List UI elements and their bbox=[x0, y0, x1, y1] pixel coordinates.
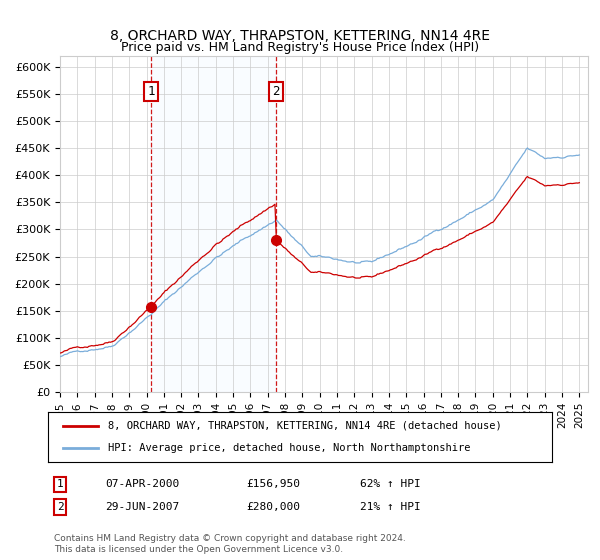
Text: 8, ORCHARD WAY, THRAPSTON, KETTERING, NN14 4RE (detached house): 8, ORCHARD WAY, THRAPSTON, KETTERING, NN… bbox=[109, 421, 502, 431]
Text: 2: 2 bbox=[56, 502, 64, 512]
Text: This data is licensed under the Open Government Licence v3.0.: This data is licensed under the Open Gov… bbox=[54, 545, 343, 554]
Text: 62% ↑ HPI: 62% ↑ HPI bbox=[360, 479, 421, 489]
Text: 29-JUN-2007: 29-JUN-2007 bbox=[105, 502, 179, 512]
Text: Contains HM Land Registry data © Crown copyright and database right 2024.: Contains HM Land Registry data © Crown c… bbox=[54, 534, 406, 543]
Bar bbox=[151, 56, 276, 392]
Text: 8, ORCHARD WAY, THRAPSTON, KETTERING, NN14 4RE: 8, ORCHARD WAY, THRAPSTON, KETTERING, NN… bbox=[110, 29, 490, 44]
Text: 07-APR-2000: 07-APR-2000 bbox=[105, 479, 179, 489]
Text: £280,000: £280,000 bbox=[246, 502, 300, 512]
Text: 1: 1 bbox=[148, 85, 155, 98]
Text: 1: 1 bbox=[56, 479, 64, 489]
Text: 2: 2 bbox=[272, 85, 280, 98]
Text: HPI: Average price, detached house, North Northamptonshire: HPI: Average price, detached house, Nort… bbox=[109, 443, 471, 453]
Text: 21% ↑ HPI: 21% ↑ HPI bbox=[360, 502, 421, 512]
Text: Price paid vs. HM Land Registry's House Price Index (HPI): Price paid vs. HM Land Registry's House … bbox=[121, 41, 479, 54]
Text: £156,950: £156,950 bbox=[246, 479, 300, 489]
